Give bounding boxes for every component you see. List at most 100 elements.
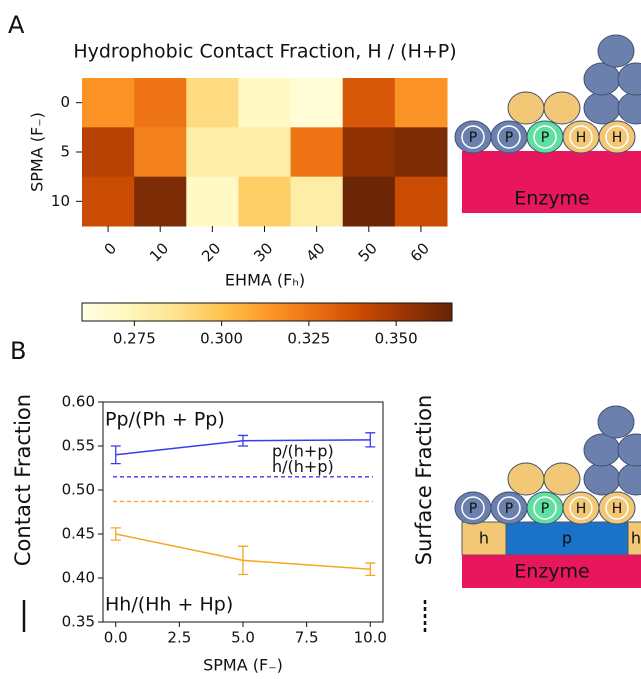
colorbar-step [206, 303, 212, 321]
heatmap-cell [82, 176, 135, 227]
bead-ring [605, 496, 629, 520]
colorbar-step [174, 303, 180, 321]
colorbar-step [128, 303, 134, 321]
colorbar-step [193, 303, 199, 321]
colorbar-step [345, 303, 351, 321]
y-tick-label: 0.55 [62, 437, 95, 455]
colorbar-tick-label: 0.325 [287, 330, 330, 348]
y-tick-label: 5 [60, 143, 70, 161]
y-tick-label: 0.45 [62, 525, 95, 543]
colorbar-step [331, 303, 337, 321]
colorbar-tick-label: 0.350 [375, 330, 418, 348]
bead [583, 433, 621, 467]
bead [543, 462, 581, 496]
reference-label: p/(h+p) [272, 441, 334, 460]
bead-ring [497, 496, 521, 520]
colorbar-step [216, 303, 222, 321]
heatmap-cell [290, 176, 344, 227]
enzyme [462, 555, 641, 588]
bead-ring [569, 496, 593, 520]
error-bar [238, 434, 248, 447]
colorbar-step [354, 303, 360, 321]
colorbar-step [433, 303, 439, 321]
heatmap-cell [186, 176, 239, 227]
bead-ring [461, 125, 485, 149]
colorbar-step [299, 303, 305, 321]
colorbar-step [197, 303, 203, 321]
x-tick-label: 50 [355, 239, 381, 265]
x-axis-label: SPMA (F₋) [203, 656, 283, 675]
enzyme-label: Enzyme [514, 561, 589, 583]
bead-label: P [505, 130, 513, 146]
heatmap-cell [342, 78, 396, 128]
colorbar-step [119, 303, 125, 321]
colorbar-step [359, 303, 365, 321]
error-bar [365, 562, 376, 577]
heatmap-cell [82, 78, 135, 128]
colorbar-step [327, 303, 333, 321]
colorbar-step [442, 303, 448, 321]
bead [507, 462, 545, 496]
heatmap-cell [394, 176, 448, 227]
surface [505, 521, 629, 556]
colorbar-step [410, 303, 416, 321]
colorbar-step [350, 303, 356, 321]
colorbar-step [234, 303, 240, 321]
legend-label: Hh/(Hh + Hp) [105, 594, 233, 616]
x-tick-label: 2.5 [167, 629, 191, 647]
colorbar-tick-label: 0.275 [113, 330, 156, 348]
bead-ring [569, 125, 593, 149]
colorbar-step [183, 303, 189, 321]
bead-label: P [541, 130, 549, 146]
bead [598, 120, 636, 154]
colorbar-step [368, 303, 374, 321]
bead-label: P [541, 501, 549, 517]
colorbar-step [364, 303, 370, 321]
colorbar-step [146, 303, 152, 321]
bead [617, 462, 641, 496]
colorbar-step [373, 303, 379, 321]
colorbar-step [447, 303, 453, 321]
enzyme-label: Enzyme [514, 188, 589, 210]
bead [617, 91, 641, 125]
heatmap-cell [186, 78, 239, 128]
colorbar-step [142, 303, 148, 321]
bead [597, 34, 635, 68]
heatmap-cell [134, 176, 187, 227]
enzyme [462, 151, 641, 213]
colorbar-step [160, 303, 166, 321]
x-tick-label: 5.0 [231, 629, 255, 647]
bead-label: P [469, 130, 477, 146]
colorbar-step [248, 303, 254, 321]
colorbar-step [438, 303, 444, 321]
colorbar-step [276, 303, 282, 321]
colorbar-tick-label: 0.300 [200, 330, 243, 348]
colorbar-step [294, 303, 300, 321]
bead [617, 433, 641, 467]
bead [543, 91, 581, 125]
y-tick-label: 0.35 [62, 613, 95, 631]
colorbar-step [396, 303, 402, 321]
error-bar [365, 432, 376, 448]
bead [597, 405, 635, 439]
colorbar-step [308, 303, 314, 321]
x-tick-label: 60 [407, 239, 433, 265]
colorbar-step [271, 303, 277, 321]
colorbar-step [405, 303, 411, 321]
colorbar-step [415, 303, 421, 321]
colorbar-step [225, 303, 231, 321]
y-axis-label: SPMA (F₋) [28, 112, 47, 192]
colorbar-step [137, 303, 143, 321]
bead [598, 491, 636, 525]
bead-ring [461, 496, 485, 520]
surface [461, 521, 507, 556]
colorbar-step [262, 303, 268, 321]
bead [583, 91, 621, 125]
heatmap-cell [238, 78, 292, 128]
colorbar-step [267, 303, 273, 321]
bead [617, 62, 641, 96]
colorbar-step [401, 303, 407, 321]
x-tick-label: 30 [250, 239, 276, 265]
legend-label: Pp/(Ph + Pp) [105, 409, 225, 431]
colorbar-step [188, 303, 194, 321]
